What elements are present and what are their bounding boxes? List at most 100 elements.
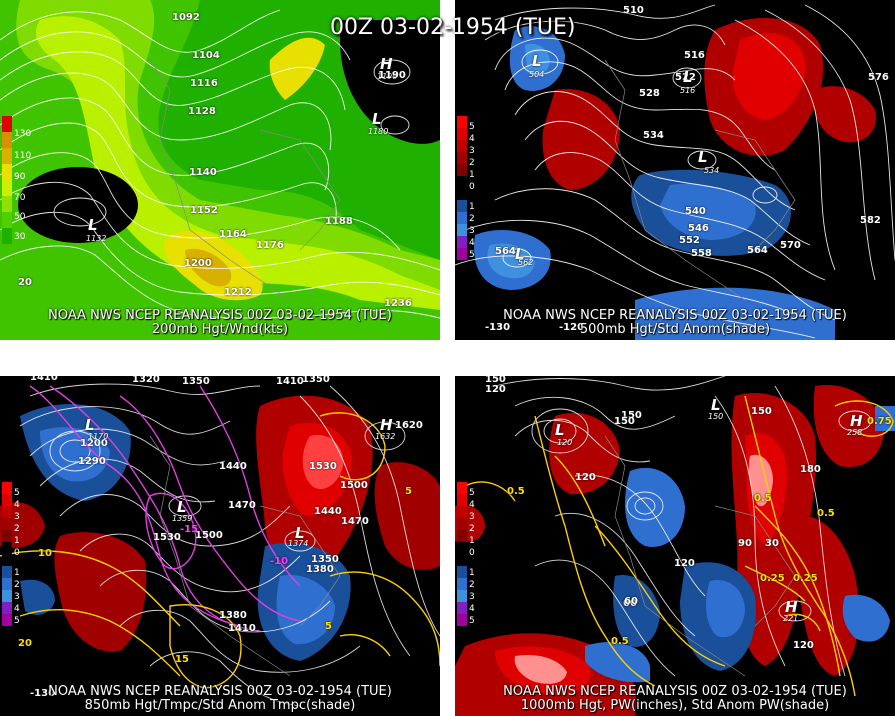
contour-label: 1320 [302,376,330,377]
contour-label: 120 [674,558,695,569]
colorbar-1000mb [457,482,467,626]
colorbar-500mb [457,116,467,260]
contour-label: 1500 [340,480,368,491]
contour-label: 516 [684,50,705,61]
contour-label: 522 [675,72,696,83]
low-center-value: 534 [704,166,720,175]
colorbar-tick: 1 [14,568,20,578]
temperature-label: 5 [405,486,412,497]
colorbar-200mb [2,116,12,244]
low-center-value: 504 [529,70,545,79]
colorbar-tick: 110 [14,151,32,161]
high-center-label: H [380,416,393,434]
contour-label: 576 [868,72,889,83]
contour-label: 1104 [192,50,220,61]
contour-label: 570 [780,240,801,251]
colorbar-tick: 5 [469,488,475,498]
contour-label: 552 [679,235,700,246]
contour-label: 1530 [153,532,181,543]
contour-label: 210 [751,376,772,377]
contour-label: 90 [738,538,752,549]
contour-label: 1470 [341,516,369,527]
colorbar-tick: 0 [469,182,475,192]
colorbar-tick: 3 [14,512,20,522]
contour-label: 30 [777,376,791,377]
contour-label: 150 [751,406,772,417]
low-center-value: 1374 [288,539,309,548]
colorbar-tick: 2 [14,580,20,590]
contour-label: 120 [575,472,596,483]
contour-label: 1200 [80,438,108,449]
contour-label: 1152 [190,205,218,216]
low-center-value: 562 [518,258,534,267]
contour-label: 1530 [309,461,337,472]
low-center-value: 1170 [88,432,109,441]
temperature-label: -10 [270,556,289,567]
contour-label: 540 [685,206,706,217]
pw-label: 0.5 [611,636,629,647]
pw-label: 0.25 [793,573,818,584]
colorbar-tick: 1 [469,568,475,578]
contour-label: 528 [639,88,660,99]
colorbar-tick: 4 [14,500,20,510]
contour-label: 558 [691,248,712,259]
colorbar-tick: 1 [469,536,475,546]
contour-label: 546 [688,223,709,234]
colorbar-tick: 5 [469,616,475,626]
contour-label: 20 [18,277,32,288]
colorbar-tick: 2 [469,158,475,168]
colorbar-tick: 5 [14,616,20,626]
contour-label: 150 [485,376,506,385]
low-center-label: L [555,421,565,439]
colorbar-tick: 1 [469,170,475,180]
high-center-value: 258 [847,428,863,437]
colorbar-tick: 2 [14,524,20,534]
colorbar-tick: 130 [14,129,32,139]
contour-label: 1410 [276,376,304,387]
colorbar-tick: 3 [14,592,20,602]
colorbar-tick: 30 [14,232,26,242]
panel-caption-field: 200mb Hgt/Wnd(kts) [151,322,289,337]
low-center-value: 1180 [368,127,389,136]
colorbar-tick: 4 [469,500,475,510]
colorbar-tick: 3 [469,226,475,236]
contour-label: 1470 [228,500,256,511]
contour-label: 1236 [384,298,412,309]
low-center-label: L [295,524,305,542]
colorbar-tick: 3 [469,592,475,602]
panel-caption-source: NOAA NWS NCEP REANALYSIS 00Z 03-02-1954 … [48,308,392,323]
panel-caption-source: NOAA NWS NCEP REANALYSIS 00Z 03-02-1954 … [48,684,392,699]
temperature-label: -15 [180,524,199,535]
contour-label: 60 [624,596,638,607]
high-center-label: H [850,412,863,430]
high-center-label: H [380,55,393,73]
colorbar-tick: 1 [469,202,475,212]
contour-label: 1440 [314,506,342,517]
pw-label: 0.75 [867,416,892,427]
contour-label: 1410 [30,376,58,383]
pw-label: 0.5 [507,486,525,497]
colorbar-tick: 3 [469,146,475,156]
low-center-label: L [698,148,708,166]
colorbar-tick: 3 [469,512,475,522]
contour-label: 30 [765,538,779,549]
contour-label: 1140 [189,167,217,178]
contour-label: 120 [485,384,506,395]
colorbar-tick: 5 [469,250,475,260]
colorbar-tick: 5 [14,488,20,498]
contour-label: 1350 [311,554,339,565]
contour-label: 582 [860,215,881,226]
colorbar-tick: 0 [14,548,20,558]
contour-label: 180 [800,464,821,475]
contour-label: 1190 [378,70,406,81]
colorbar-tick: 2 [469,214,475,224]
panel-caption-field: 1000mb Hgt, PW(inches), Std Anom PW(shad… [520,698,830,713]
high-center-label: H [785,598,798,616]
contour-label: 1500 [195,530,223,541]
low-center-label: L [85,416,95,434]
map-500mb [455,0,895,340]
low-center-value: 1132 [86,234,107,243]
contour-label: 1290 [78,456,106,467]
contour-label: 1440 [219,461,247,472]
map-200mb [0,0,440,340]
